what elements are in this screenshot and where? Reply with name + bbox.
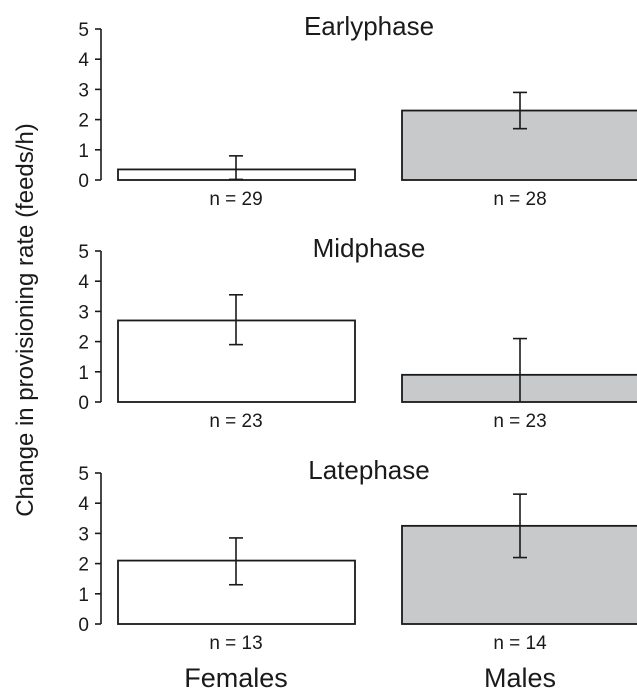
y-axis-label: Change in provisioning rate (feeds/h)	[12, 123, 39, 517]
y-tick-label: 4	[78, 494, 89, 515]
y-tick-label: 1	[78, 363, 89, 384]
group-labels: Females Males	[184, 663, 556, 693]
sample-size-label: n = 23	[493, 411, 546, 432]
panel-title: Latephase	[308, 455, 429, 485]
y-tick-label: 1	[78, 585, 89, 606]
y-tick-label: 2	[78, 555, 89, 576]
y-tick-label: 5	[78, 20, 89, 41]
sample-size-label: n = 23	[209, 411, 262, 432]
panel-title: Earlyphase	[304, 11, 434, 41]
y-tick-label: 3	[78, 302, 89, 323]
y-tick-label: 4	[78, 50, 89, 71]
y-tick-label: 1	[78, 141, 89, 162]
panel-midphase: Midphase 0 1 2 3 4 5 n = 23 n = 23	[78, 233, 637, 432]
panel-latephase: Latephase 0 1 2 3 4 5 n = 13 n = 14	[78, 455, 637, 654]
y-tick-label: 5	[78, 464, 89, 485]
sample-size-label: n = 29	[209, 189, 262, 210]
chart-panels: Earlyphase 0 1 2 3 4 5 n = 29 n = 28 Midphase 0 1 2 3…	[78, 11, 637, 654]
panel-earlyphase: Earlyphase 0 1 2 3 4 5 n = 29 n = 28	[78, 11, 637, 210]
y-tick-label: 4	[78, 272, 89, 293]
y-tick-label: 3	[78, 80, 89, 101]
y-tick-label: 5	[78, 242, 89, 263]
y-tick-label: 2	[78, 111, 89, 132]
group-label-females: Females	[184, 663, 288, 693]
panel-title: Midphase	[313, 233, 426, 263]
sample-size-label: n = 14	[493, 633, 547, 654]
y-tick-label: 3	[78, 524, 89, 545]
y-tick-label: 0	[78, 171, 89, 192]
sample-size-label: n = 13	[209, 633, 262, 654]
y-tick-label: 0	[78, 393, 89, 414]
y-tick-label: 0	[78, 615, 89, 636]
group-label-males: Males	[484, 663, 556, 693]
sample-size-label: n = 28	[493, 189, 546, 210]
y-tick-label: 2	[78, 333, 89, 354]
